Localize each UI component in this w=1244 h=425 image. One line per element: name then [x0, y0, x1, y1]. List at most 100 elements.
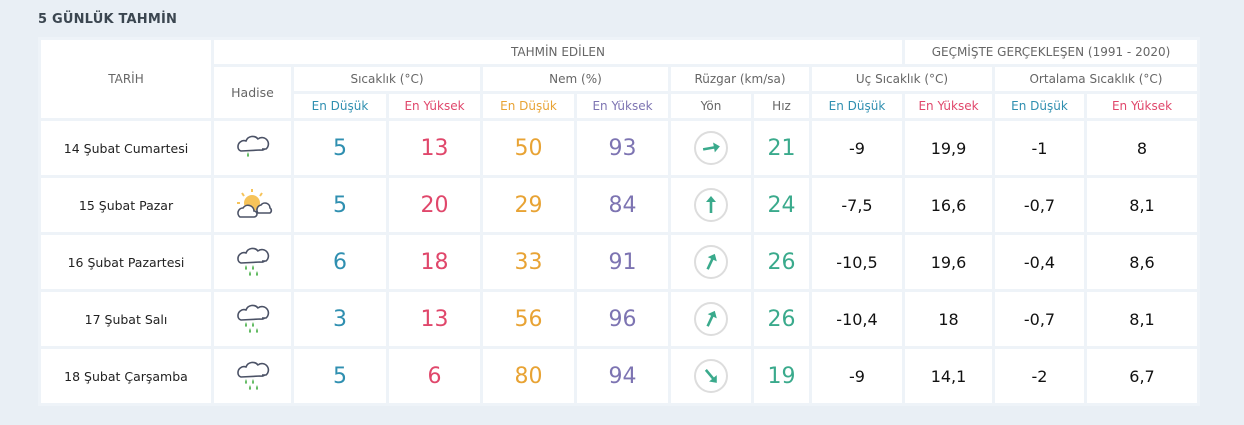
- extreme-min-cell: -10,5: [812, 235, 902, 289]
- date-cell: 15 Şubat Pazar: [41, 178, 211, 232]
- average-max-cell: 8: [1087, 121, 1197, 175]
- header-forecast: TAHMİN EDİLEN: [214, 40, 902, 64]
- humidity-min-cell: 50: [483, 121, 574, 175]
- temp-min-cell: 6: [294, 235, 386, 289]
- average-max-cell: 6,7: [1087, 349, 1197, 403]
- extreme-max-cell: 16,6: [905, 178, 992, 232]
- average-max-cell: 8,6: [1087, 235, 1197, 289]
- date-cell: 17 Şubat Salı: [41, 292, 211, 346]
- extreme-max-cell: 14,1: [905, 349, 992, 403]
- wind-speed-cell: 21: [754, 121, 809, 175]
- header-past: GEÇMİŞTE GERÇEKLEŞEN (1991 - 2020): [905, 40, 1197, 64]
- table-row: 18 Şubat Çarşamba 5 6 80 94 19 -9 14,1 -2 6,7: [41, 349, 1197, 403]
- sun-cloud-icon: [230, 188, 276, 224]
- cloud-light-rain-icon: [230, 135, 276, 167]
- header-humidity: Nem (%): [483, 67, 668, 91]
- temp-min-cell: 5: [294, 349, 386, 403]
- header-temp-max: En Yüksek: [389, 94, 480, 118]
- extreme-min-cell: -10,4: [812, 292, 902, 346]
- humidity-max-cell: 93: [577, 121, 668, 175]
- humidity-max-cell: 96: [577, 292, 668, 346]
- average-min-cell: -2: [995, 349, 1084, 403]
- humidity-min-cell: 33: [483, 235, 574, 289]
- header-hum-min: En Düşük: [483, 94, 574, 118]
- extreme-min-cell: -9: [812, 121, 902, 175]
- humidity-max-cell: 84: [577, 178, 668, 232]
- temp-min-cell: 5: [294, 178, 386, 232]
- header-avg-min: En Düşük: [995, 94, 1084, 118]
- header-temp-min: En Düşük: [294, 94, 386, 118]
- wind-direction-cell: [671, 121, 751, 175]
- header-average: Ortalama Sıcaklık (°C): [995, 67, 1197, 91]
- temp-max-cell: 6: [389, 349, 480, 403]
- wind-arrow-icon: [706, 196, 716, 213]
- wind-speed-cell: 24: [754, 178, 809, 232]
- header-date: TARİH: [41, 40, 211, 118]
- extreme-min-cell: -9: [812, 349, 902, 403]
- header-ext-max: En Yüksek: [905, 94, 992, 118]
- wind-direction-dial: [694, 359, 728, 393]
- average-min-cell: -0,4: [995, 235, 1084, 289]
- header-ext-min: En Düşük: [812, 94, 902, 118]
- table-row: 16 Şubat Pazartesi 6 18 33 91 26 -10,5 19,6 -0,4…: [41, 235, 1197, 289]
- average-max-cell: 8,1: [1087, 178, 1197, 232]
- humidity-max-cell: 91: [577, 235, 668, 289]
- wind-arrow-icon: [702, 142, 720, 153]
- table-row: 17 Şubat Salı 3 13 56 96 26 -10,4 18 -0,7 8,1: [41, 292, 1197, 346]
- wind-arrow-icon: [706, 310, 717, 327]
- wind-direction-dial: [694, 245, 728, 279]
- header-avg-max: En Yüksek: [1087, 94, 1197, 118]
- date-cell: 18 Şubat Çarşamba: [41, 349, 211, 403]
- wind-arrow-icon: [704, 369, 717, 383]
- table-row: 15 Şubat Pazar 5 20 29 84 24 -7,5 16,6 -0,7 8,1: [41, 178, 1197, 232]
- wind-direction-cell: [671, 292, 751, 346]
- header-hum-max: En Yüksek: [577, 94, 668, 118]
- temp-min-cell: 5: [294, 121, 386, 175]
- header-speed: Hız: [754, 94, 809, 118]
- table-row: 14 Şubat Cumartesi 5 13 50 93 21 -9 19,9 -1 8: [41, 121, 1197, 175]
- temp-max-cell: 13: [389, 292, 480, 346]
- date-cell: 16 Şubat Pazartesi: [41, 235, 211, 289]
- wind-speed-cell: 26: [754, 292, 809, 346]
- header-wind: Rüzgar (km/sa): [671, 67, 809, 91]
- wind-direction-dial: [694, 302, 728, 336]
- temp-max-cell: 13: [389, 121, 480, 175]
- average-min-cell: -0,7: [995, 292, 1084, 346]
- average-min-cell: -0,7: [995, 178, 1084, 232]
- humidity-max-cell: 94: [577, 349, 668, 403]
- wind-direction-dial: [694, 188, 728, 222]
- humidity-min-cell: 80: [483, 349, 574, 403]
- event-cell: [214, 235, 291, 289]
- temp-max-cell: 20: [389, 178, 480, 232]
- humidity-min-cell: 29: [483, 178, 574, 232]
- wind-arrow-icon: [706, 253, 717, 270]
- wind-speed-cell: 26: [754, 235, 809, 289]
- header-extreme: Uç Sıcaklık (°C): [812, 67, 992, 91]
- humidity-min-cell: 56: [483, 292, 574, 346]
- average-min-cell: -1: [995, 121, 1084, 175]
- wind-speed-cell: 19: [754, 349, 809, 403]
- event-cell: [214, 292, 291, 346]
- header-temp: Sıcaklık (°C): [294, 67, 480, 91]
- extreme-max-cell: 19,6: [905, 235, 992, 289]
- forecast-table: TARİH TAHMİN EDİLEN GEÇMİŞTE GERÇEKLEŞEN…: [38, 37, 1200, 406]
- wind-direction-cell: [671, 235, 751, 289]
- header-direction: Yön: [671, 94, 751, 118]
- date-cell: 14 Şubat Cumartesi: [41, 121, 211, 175]
- cloud-rain-icon: [230, 247, 276, 283]
- wind-direction-cell: [671, 178, 751, 232]
- wind-direction-cell: [671, 349, 751, 403]
- event-cell: [214, 349, 291, 403]
- section-title: 5 GÜNLÜK TAHMİN: [38, 12, 178, 27]
- temp-max-cell: 18: [389, 235, 480, 289]
- extreme-min-cell: -7,5: [812, 178, 902, 232]
- temp-min-cell: 3: [294, 292, 386, 346]
- average-max-cell: 8,1: [1087, 292, 1197, 346]
- header-event: Hadise: [214, 67, 291, 118]
- event-cell: [214, 121, 291, 175]
- cloud-rain-icon: [230, 304, 276, 340]
- event-cell: [214, 178, 291, 232]
- cloud-rain-icon: [230, 361, 276, 397]
- wind-direction-dial: [694, 131, 728, 165]
- extreme-max-cell: 19,9: [905, 121, 992, 175]
